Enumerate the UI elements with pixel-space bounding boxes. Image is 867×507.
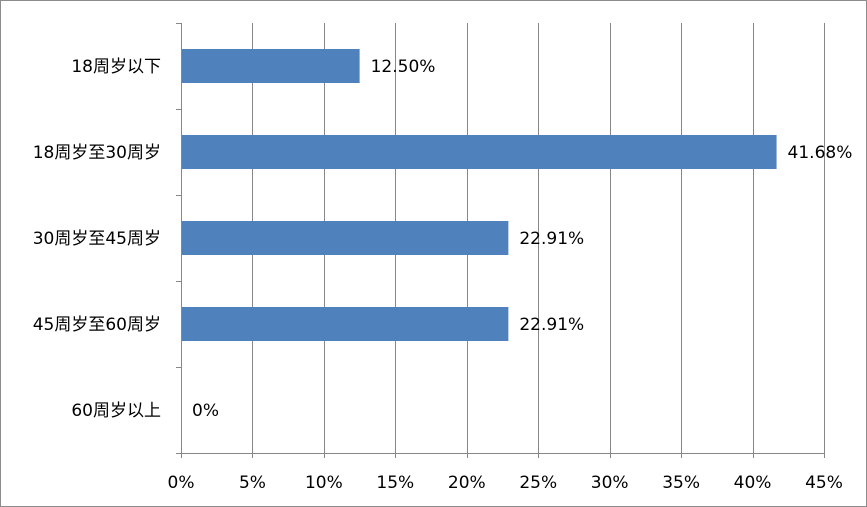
bar (182, 135, 777, 169)
category-label: 18周岁至30周岁 (33, 143, 161, 163)
x-tick-label: 45% (805, 473, 843, 493)
data-label: 12.50% (371, 57, 436, 77)
data-label: 22.91% (519, 229, 584, 249)
x-tick-label: 35% (662, 473, 700, 493)
data-label: 22.91% (519, 315, 584, 335)
x-tick-label: 5% (239, 473, 266, 493)
bars (182, 49, 777, 341)
data-label: 41.68% (788, 143, 853, 163)
category-labels: 18周岁以下 18周岁至30周岁 30周岁至45周岁 45周岁至60周岁 60周岁以上 (33, 57, 161, 421)
gridlines (252, 23, 825, 453)
category-label: 18周岁以下 (71, 57, 161, 77)
x-tick-label: 0% (168, 473, 195, 493)
x-tick-label: 40% (734, 473, 772, 493)
category-label: 45周岁至60周岁 (33, 315, 161, 335)
x-tick-label: 10% (305, 473, 343, 493)
x-tick-label: 20% (448, 473, 486, 493)
data-label: 0% (192, 401, 219, 421)
x-tick-label: 25% (519, 473, 557, 493)
category-label: 60周岁以上 (71, 401, 161, 421)
bar (182, 307, 509, 341)
x-tick-labels: 0% 5% 10% 15% 20% 25% 30% 35% 40% 45% (168, 473, 843, 493)
data-labels: 12.50% 41.68% 22.91% 22.91% 0% (192, 57, 852, 421)
bar (182, 49, 360, 83)
x-tick-label: 30% (591, 473, 629, 493)
axes (176, 23, 825, 458)
x-tick-label: 15% (376, 473, 414, 493)
bar (182, 221, 509, 255)
category-label: 30周岁至45周岁 (33, 229, 161, 249)
